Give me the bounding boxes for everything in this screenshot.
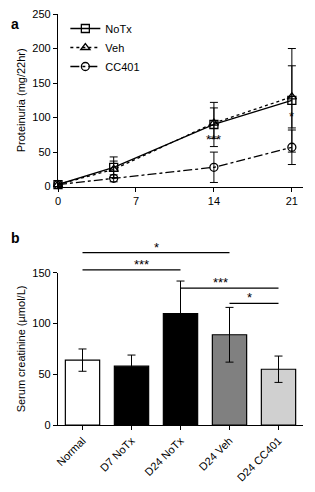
svg-text:***: *** [213, 275, 228, 290]
svg-text:CC401: CC401 [105, 61, 139, 73]
svg-text:200: 200 [32, 42, 50, 54]
svg-text:*: * [289, 109, 294, 124]
svg-text:21: 21 [286, 195, 298, 207]
svg-text:0: 0 [45, 180, 51, 192]
svg-text:7: 7 [133, 195, 139, 207]
svg-text:100: 100 [32, 317, 50, 329]
svg-text:50: 50 [38, 368, 50, 380]
svg-text:50: 50 [38, 146, 50, 158]
svg-text:D24 CC401: D24 CC401 [235, 435, 284, 484]
svg-text:14: 14 [208, 195, 220, 207]
svg-text:150: 150 [32, 267, 50, 279]
svg-text:Normal: Normal [54, 435, 88, 469]
svg-text:b: b [11, 230, 20, 246]
svg-text:*: * [154, 240, 159, 255]
svg-text:*: * [247, 290, 252, 305]
svg-text:Serum creatinine (µmol/L): Serum creatinine (µmol/L) [15, 286, 27, 413]
svg-text:0: 0 [45, 419, 51, 431]
svg-text:a: a [11, 16, 19, 32]
svg-text:0: 0 [55, 195, 61, 207]
svg-text:100: 100 [32, 111, 50, 123]
svg-text:D24 Veh: D24 Veh [196, 435, 234, 473]
svg-text:***: *** [134, 257, 149, 272]
svg-text:Veh: Veh [105, 42, 124, 54]
svg-text:150: 150 [32, 77, 50, 89]
svg-text:NoTx: NoTx [105, 23, 132, 35]
svg-text:***: *** [206, 132, 221, 147]
svg-text:Proteinuria (mg/22hr): Proteinuria (mg/22hr) [15, 48, 27, 152]
svg-text:D7 NoTx: D7 NoTx [98, 434, 138, 474]
svg-text:250: 250 [32, 8, 50, 20]
svg-text:D24 NoTx: D24 NoTx [142, 434, 186, 478]
